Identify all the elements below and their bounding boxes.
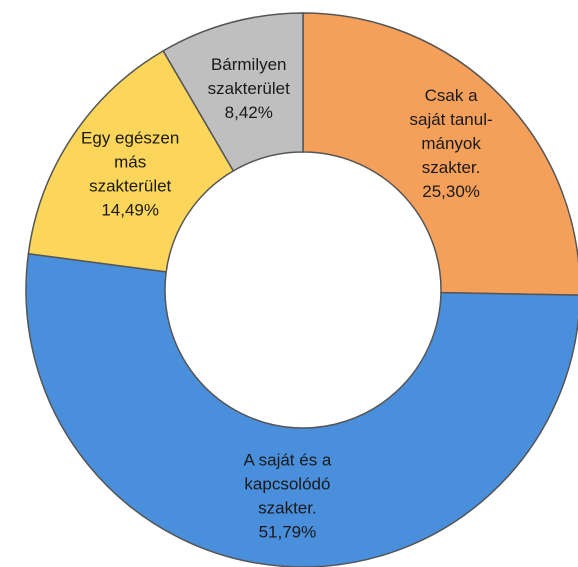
donut-slice [27,49,235,273]
value-label: 51,79% [259,522,317,541]
slice-label: szakter. [422,158,481,177]
slice-label: szakter. [258,498,317,517]
slice-label: kapcsolódó [244,474,330,493]
slice-label: Bármilyen [211,55,287,74]
slice-label: saját tanul- [410,110,493,129]
slice-label: más [114,153,146,172]
donut-slice [25,252,578,567]
value-label: 8,42% [225,103,273,122]
slice-label: Csak a [425,86,478,105]
slice-label: mányok [421,134,481,153]
slice-label: A saját és a [243,450,331,469]
slice-label: szakterület [89,177,171,196]
donut-slice [162,12,304,172]
value-label: 25,30% [422,182,480,201]
donut-slice [302,12,578,296]
value-label: 14,49% [101,201,159,220]
slice-label: szakterület [208,79,290,98]
slice-label: Egy egészen [81,129,179,148]
